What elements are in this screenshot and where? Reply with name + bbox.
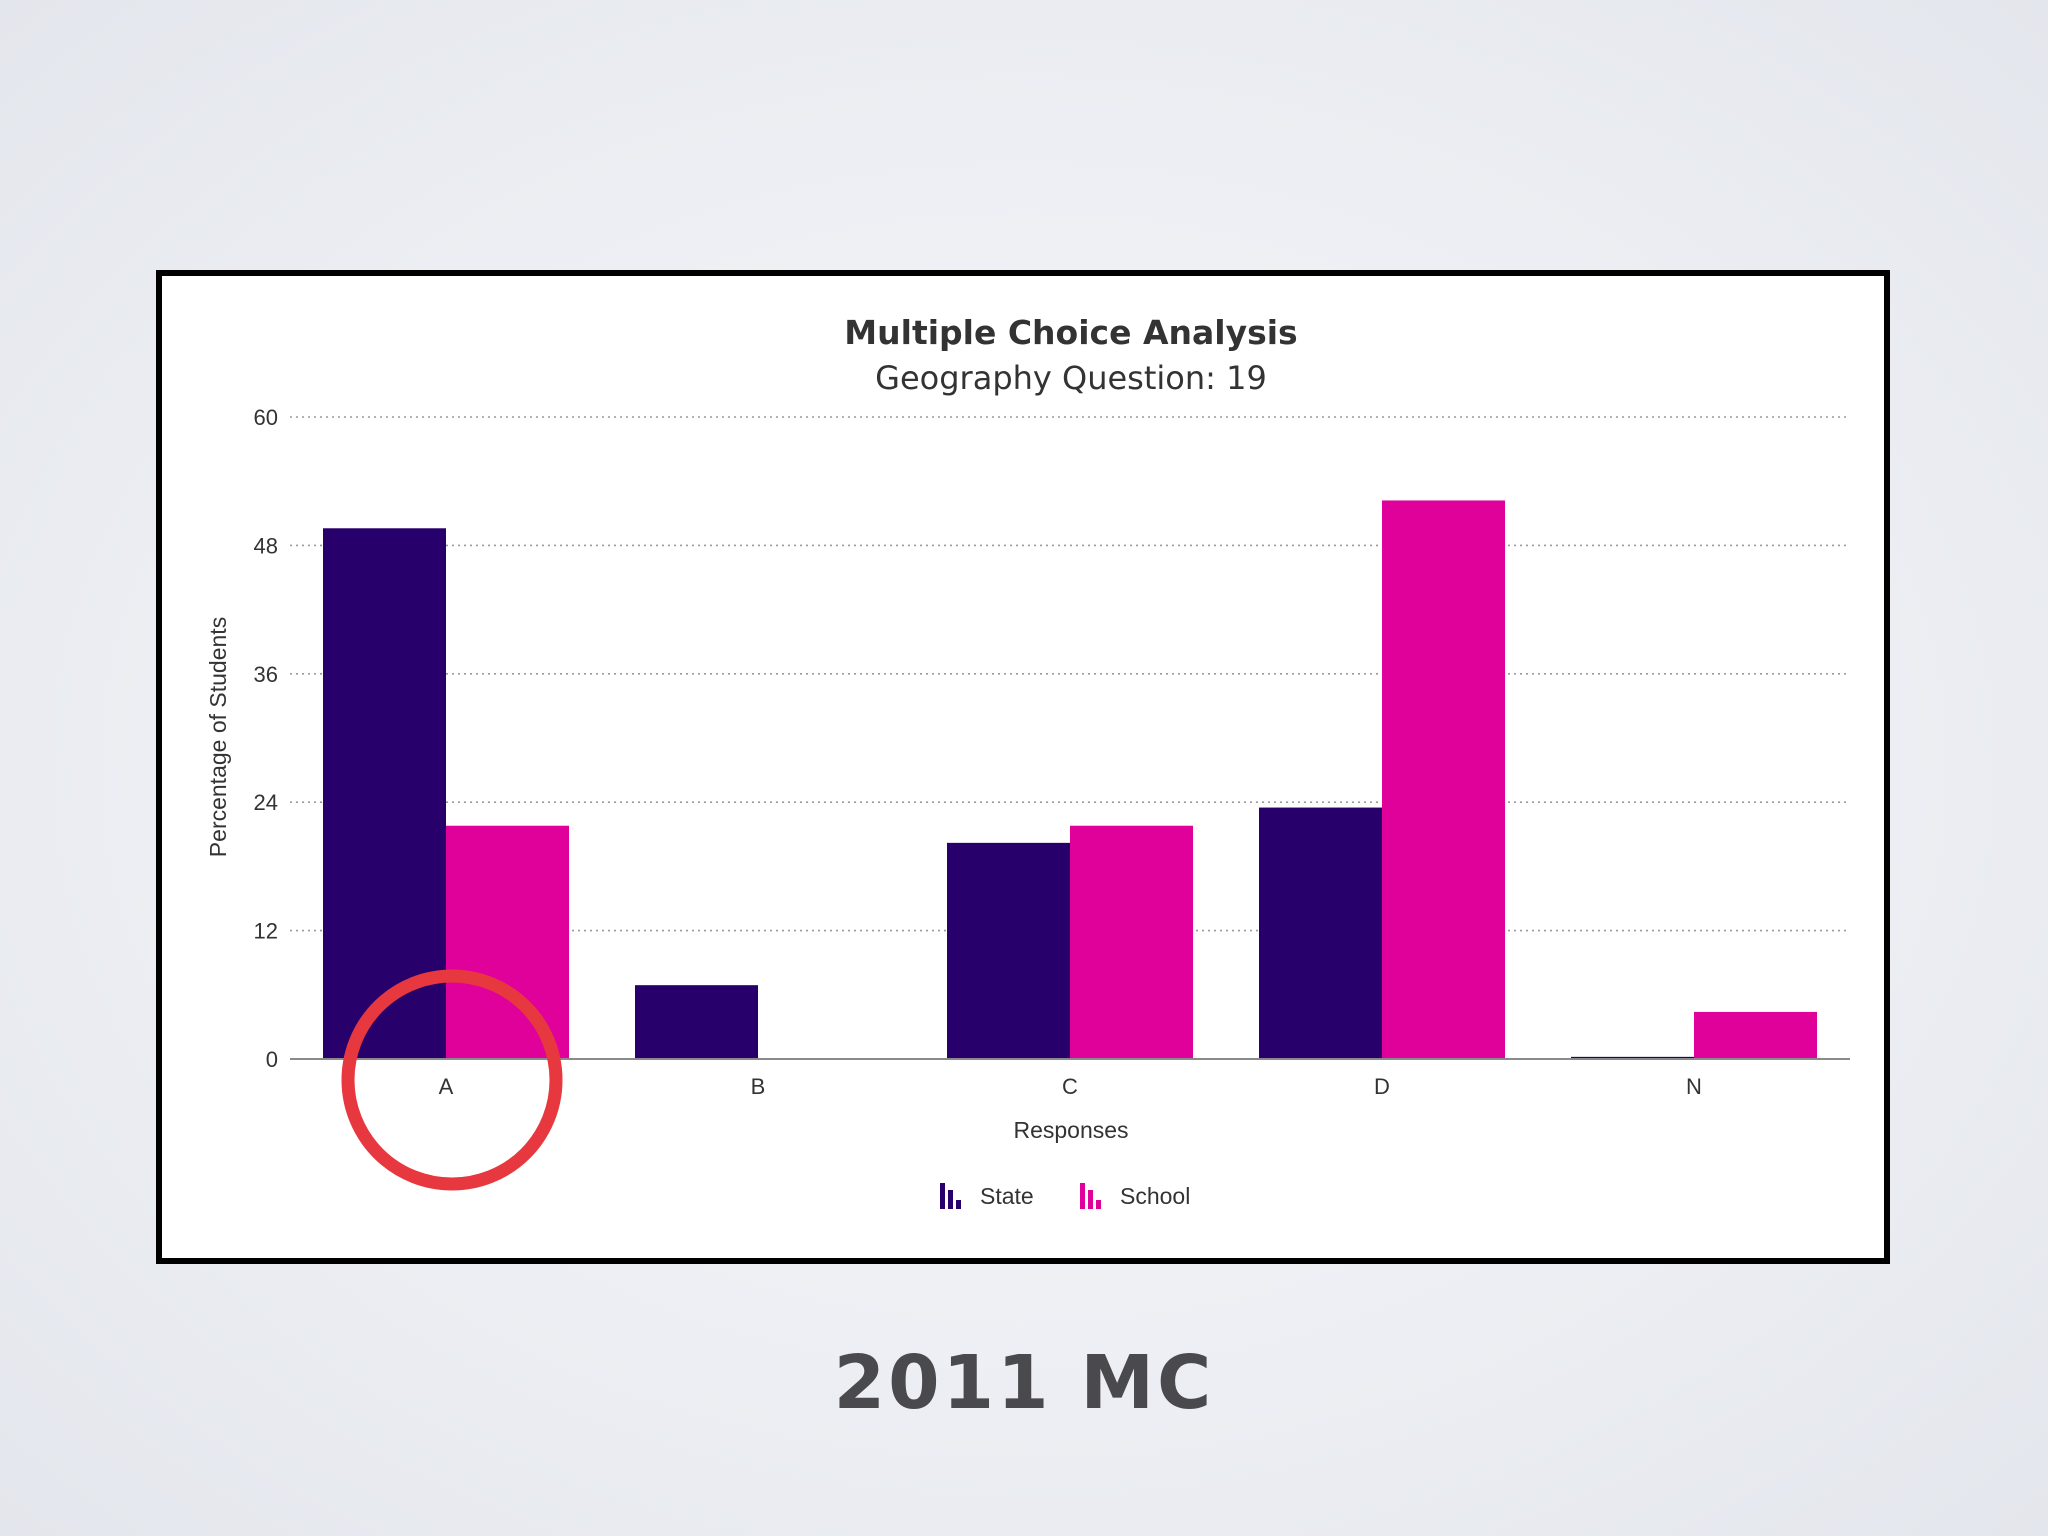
y-axis-ticks: 0 12 24 36 48 60 xyxy=(254,405,278,1072)
legend: State School xyxy=(940,1183,1190,1209)
x-axis-title: Responses xyxy=(1013,1117,1128,1143)
legend-item-school[interactable]: School xyxy=(1080,1183,1190,1209)
bar-state-c[interactable] xyxy=(947,842,1070,1059)
bar-state-b[interactable] xyxy=(635,985,758,1059)
y-tick-label: 36 xyxy=(254,662,278,687)
x-tick-label: N xyxy=(1686,1074,1702,1099)
legend-item-state[interactable]: State xyxy=(940,1183,1034,1209)
bar-chart-icon xyxy=(940,1183,961,1209)
y-tick-label: 48 xyxy=(254,533,278,558)
bar-school-n[interactable] xyxy=(1694,1011,1817,1059)
bar-state-n[interactable] xyxy=(1571,1056,1694,1059)
x-tick-label: A xyxy=(439,1074,454,1099)
x-tick-label: D xyxy=(1374,1074,1390,1099)
highlight-circle xyxy=(341,969,563,1191)
y-tick-label: 60 xyxy=(254,405,278,430)
y-axis-title: Percentage of Students xyxy=(205,617,231,857)
y-tick-label: 12 xyxy=(254,919,278,944)
bars xyxy=(323,500,1817,1060)
x-tick-label: C xyxy=(1062,1074,1078,1099)
bar-state-d[interactable] xyxy=(1259,807,1382,1059)
y-tick-label: 24 xyxy=(254,790,278,815)
slide-caption: 2011 MC xyxy=(833,1340,1215,1426)
legend-label-state: State xyxy=(980,1183,1034,1209)
bar-state-a[interactable] xyxy=(323,528,446,1059)
chart-subtitle: Geography Question: 19 xyxy=(875,359,1267,397)
bar-chart-icon xyxy=(1080,1183,1101,1209)
y-tick-label: 0 xyxy=(266,1047,278,1072)
legend-label-school: School xyxy=(1120,1183,1190,1209)
bar-school-a[interactable] xyxy=(446,825,569,1059)
bar-school-d[interactable] xyxy=(1382,500,1505,1060)
chart-title: Multiple Choice Analysis xyxy=(844,313,1297,352)
bar-school-c[interactable] xyxy=(1070,825,1193,1059)
x-tick-label: B xyxy=(751,1074,766,1099)
